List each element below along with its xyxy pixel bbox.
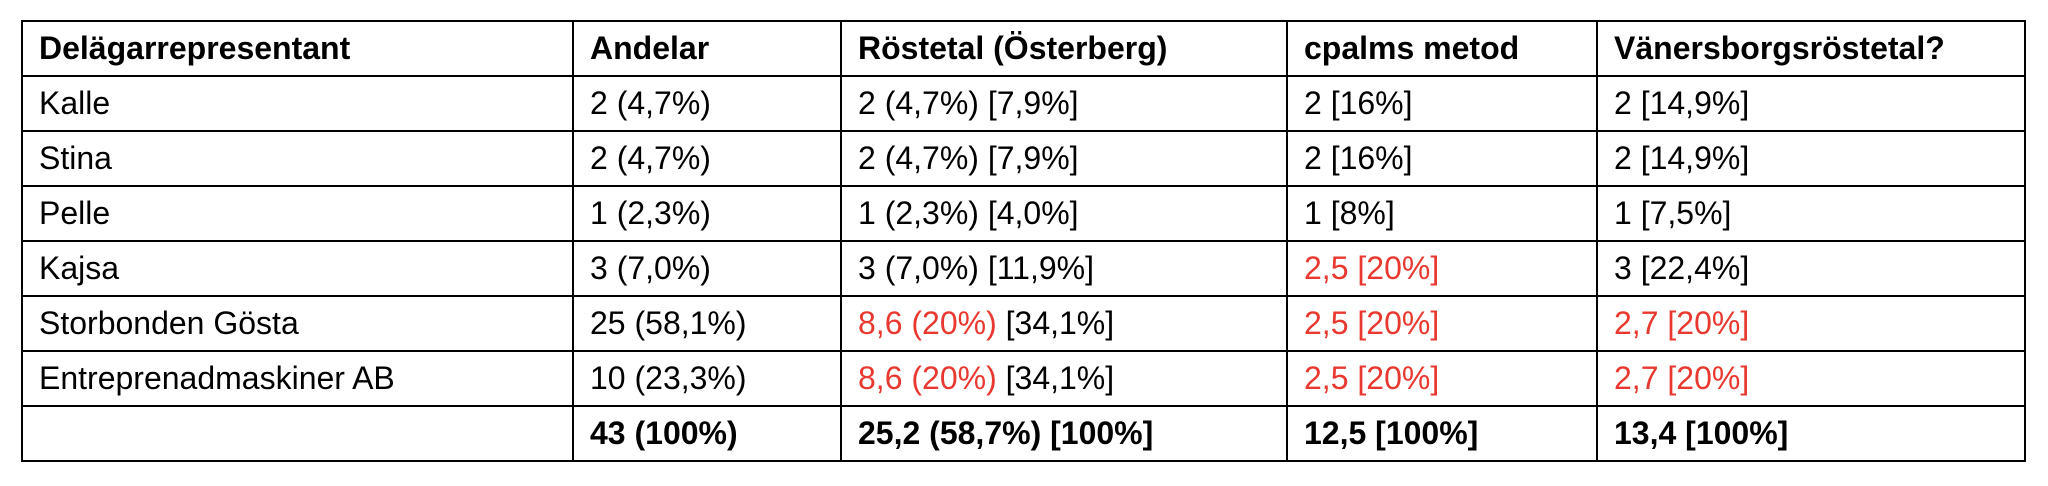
table-cell: 2 [14,9%] [1596, 75, 2026, 132]
table-cell: 8,6 (20%) [34,1%] [840, 295, 1288, 352]
table-cell: 2 (4,7%) [7,9%] [840, 75, 1288, 132]
table-cell: 10 (23,3%) [572, 350, 842, 407]
table-cell: 1 [8%] [1286, 185, 1598, 242]
table-cell: 25 (58,1%) [572, 295, 842, 352]
cell-text: 2,5 [20%] [1304, 305, 1440, 341]
cell-text: 2 (4,7%) [7,9%] [858, 85, 1079, 121]
table-cell: 2,7 [20%] [1596, 350, 2026, 407]
header-cell: Vänersborgsröstetal? [1596, 20, 2026, 77]
cell-text: 2 [14,9%] [1614, 140, 1750, 176]
cell-text: 1 [7,5%] [1614, 195, 1732, 231]
table-cell: Entreprenadmaskiner AB [21, 350, 574, 407]
total-row: 43 (100%) 25,2 (58,7%) [100%] 12,5 [100%] 1… [21, 405, 2026, 462]
table-row: Entreprenadmaskiner AB 10 (23,3%) 8,6 (20%… [21, 350, 2026, 407]
cell-text: 2 [16%] [1304, 140, 1413, 176]
total-cell: 13,4 [100%] [1596, 405, 2026, 462]
table-row: Kajsa 3 (7,0%) 3 (7,0%) [11,9%] 2,5 [20%] 3 … [21, 240, 2026, 297]
cell-text: 2 (4,7%) [590, 140, 711, 176]
table-row: Kalle 2 (4,7%) 2 (4,7%) [7,9%] 2 [16%] 2 [14… [21, 75, 2026, 132]
cell-text: 2,5 [20%] [1304, 250, 1440, 286]
table-row: Stina 2 (4,7%) 2 (4,7%) [7,9%] 2 [16%] 2 [14… [21, 130, 2026, 187]
cell-text: [34,1%] [996, 305, 1115, 341]
table: Delägarrepresentant Andelar Röstetal (Öste… [21, 20, 2026, 462]
cell-text: 2,7 [20%] [1614, 360, 1750, 396]
cell-text: 25,2 (58,7%) [100%] [858, 415, 1154, 451]
table-row: Pelle 1 (2,3%) 1 (2,3%) [4,0%] 1 [8%] 1 [7,5… [21, 185, 2026, 242]
cell-text: [34,1%] [996, 360, 1115, 396]
table-cell: 2,5 [20%] [1286, 240, 1598, 297]
table-cell: 8,6 (20%) [34,1%] [840, 350, 1288, 407]
table-cell: 3 [22,4%] [1596, 240, 2026, 297]
total-cell: 43 (100%) [572, 405, 842, 462]
table-body: Kalle 2 (4,7%) 2 (4,7%) [7,9%] 2 [16%] 2 [14… [21, 75, 2026, 462]
table-cell: 2 (4,7%) [572, 75, 842, 132]
cell-text: Stina [39, 140, 112, 176]
cell-text: 2,7 [20%] [1614, 305, 1750, 341]
total-cell: 12,5 [100%] [1286, 405, 1598, 462]
table-row: Storbonden Gösta 25 (58,1%) 8,6 (20%) [34,… [21, 295, 2026, 352]
table-cell: 3 (7,0%) [572, 240, 842, 297]
table-cell: Pelle [21, 185, 574, 242]
cell-text: 43 (100%) [590, 415, 738, 451]
cell-text: Entreprenadmaskiner AB [39, 360, 395, 396]
table-cell: Kajsa [21, 240, 574, 297]
header-cell: cpalms metod [1286, 20, 1598, 77]
table-cell: 2 (4,7%) [572, 130, 842, 187]
table-cell: 1 (2,3%) [572, 185, 842, 242]
cell-text: 3 [22,4%] [1614, 250, 1750, 286]
total-cell [21, 405, 574, 462]
cell-text: 2 (4,7%) [7,9%] [858, 140, 1079, 176]
cell-text: 10 (23,3%) [590, 360, 747, 396]
cell-text: 12,5 [100%] [1304, 415, 1479, 451]
header-cell: Röstetal (Österberg) [840, 20, 1288, 77]
cell-text: 2 [16%] [1304, 85, 1413, 121]
header-cell: Delägarrepresentant [21, 20, 574, 77]
table-cell: 2,7 [20%] [1596, 295, 2026, 352]
cell-text: 1 (2,3%) [4,0%] [858, 195, 1079, 231]
table-cell: 3 (7,0%) [11,9%] [840, 240, 1288, 297]
table-cell: 2 [16%] [1286, 75, 1598, 132]
cell-text: 2 [14,9%] [1614, 85, 1750, 121]
table-cell: 2,5 [20%] [1286, 295, 1598, 352]
cell-text: 2,5 [20%] [1304, 360, 1440, 396]
table-cell: Stina [21, 130, 574, 187]
table-cell: Storbonden Gösta [21, 295, 574, 352]
table-cell: 2,5 [20%] [1286, 350, 1598, 407]
cell-text: 8,6 (20%) [858, 360, 997, 396]
cell-text: 3 (7,0%) [11,9%] [858, 250, 1094, 286]
header-cell: Andelar [572, 20, 842, 77]
cell-text: Pelle [39, 195, 111, 231]
cell-text: 25 (58,1%) [590, 305, 747, 341]
cell-text: 1 [8%] [1304, 195, 1395, 231]
header-row: Delägarrepresentant Andelar Röstetal (Öste… [21, 20, 2026, 77]
table-cell: Kalle [21, 75, 574, 132]
cell-text: 3 (7,0%) [590, 250, 711, 286]
table-cell: 2 (4,7%) [7,9%] [840, 130, 1288, 187]
total-cell: 25,2 (58,7%) [100%] [840, 405, 1288, 462]
table-cell: 2 [16%] [1286, 130, 1598, 187]
cell-text: 13,4 [100%] [1614, 415, 1789, 451]
cell-text: 2 (4,7%) [590, 85, 711, 121]
cell-text: Kajsa [39, 250, 120, 286]
table-cell: 2 [14,9%] [1596, 130, 2026, 187]
cell-text: Kalle [39, 85, 111, 121]
table-cell: 1 [7,5%] [1596, 185, 2026, 242]
table-cell: 1 (2,3%) [4,0%] [840, 185, 1288, 242]
cell-text: 1 (2,3%) [590, 195, 711, 231]
cell-text: 8,6 (20%) [858, 305, 997, 341]
cell-text: Storbonden Gösta [39, 305, 299, 341]
